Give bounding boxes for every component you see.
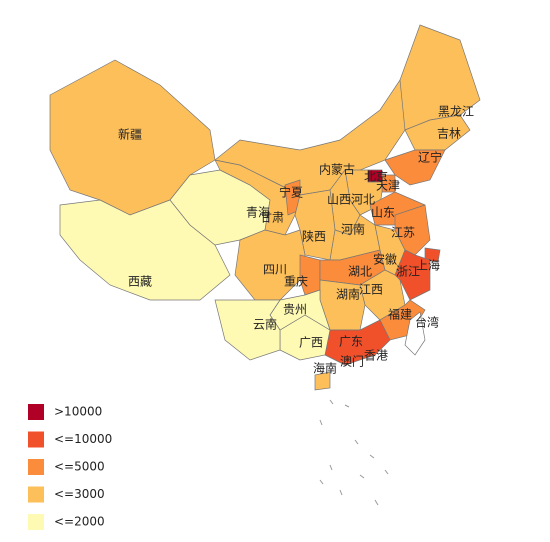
province-label: 甘肃 [260, 211, 284, 225]
city-label: 香港 [364, 349, 388, 363]
province-label: 山东 [371, 206, 395, 220]
legend-label: <=5000 [54, 460, 105, 474]
province-label: 天津 [376, 179, 400, 193]
province-label: 重庆 [284, 275, 308, 289]
province-label: 湖南 [336, 287, 360, 302]
province-label: 宁夏 [279, 185, 303, 200]
legend-swatch [28, 404, 44, 420]
province [214, 299, 281, 361]
province-label: 海南 [313, 361, 337, 376]
legend-label: <=2000 [54, 515, 105, 529]
province-label: 黑龙江 [438, 105, 474, 119]
province-label: 江苏 [391, 226, 415, 240]
province [404, 311, 426, 356]
province-label: 安徽 [373, 252, 397, 267]
legend-swatch [28, 431, 44, 448]
province-label: 云南 [253, 317, 277, 332]
city-label: 澳门 [340, 354, 364, 369]
provinces [49, 24, 481, 391]
province [359, 269, 406, 321]
province-label: 青海 [246, 205, 270, 220]
province-label: 福建 [388, 307, 412, 322]
legend-label: >10000 [54, 405, 102, 419]
legend-label: <=3000 [54, 487, 105, 501]
province-label: 湖北 [348, 264, 372, 279]
province-label: 广东 [339, 335, 363, 349]
islands [319, 399, 389, 506]
province-label: 河南 [341, 222, 365, 237]
legend-swatch [28, 514, 44, 530]
legend-swatch [28, 459, 44, 475]
province-label: 河北 [351, 193, 375, 207]
province [294, 189, 336, 261]
province [324, 319, 391, 366]
province-label: 西藏 [128, 275, 152, 289]
province-label: 台湾 [415, 315, 439, 330]
province-label: 四川 [263, 263, 287, 277]
province-label: 新疆 [118, 127, 142, 142]
legend-swatch [28, 486, 44, 503]
province-label: 江西 [359, 283, 383, 297]
province-label: 山西 [327, 193, 351, 207]
legend-label: <=10000 [54, 432, 112, 446]
province-label: 北京 [364, 170, 388, 184]
province [424, 247, 441, 263]
province [59, 199, 231, 301]
province-label: 上海 [416, 258, 440, 273]
province-label: 内蒙古 [319, 162, 355, 177]
province-label: 吉林 [437, 127, 461, 141]
province [314, 371, 331, 391]
province-label: 广西 [299, 336, 323, 350]
province-label: 贵州 [283, 303, 307, 317]
province-label: 辽宁 [418, 150, 442, 165]
province-label: 浙江 [396, 265, 420, 279]
province-label: 陕西 [302, 229, 326, 244]
